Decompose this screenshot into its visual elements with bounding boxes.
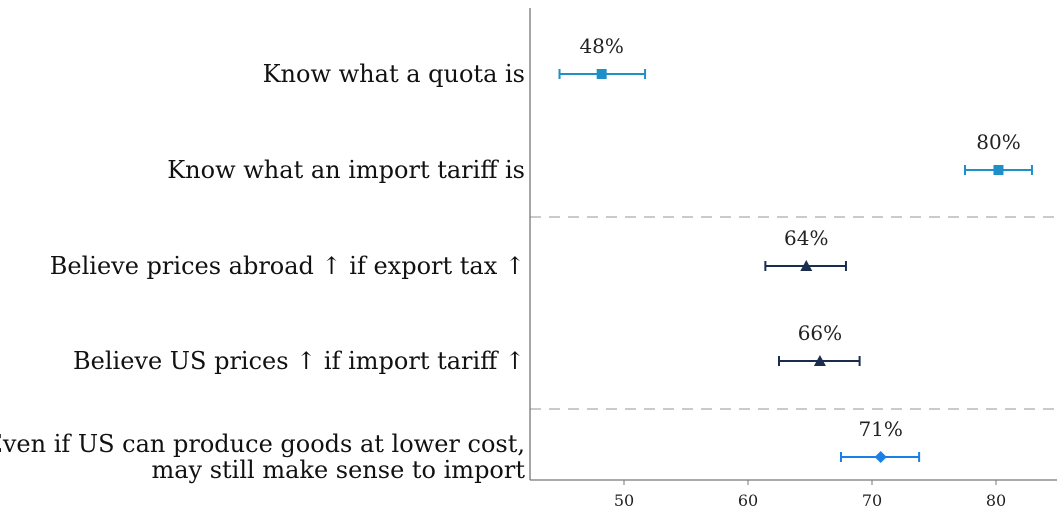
x-tick-label: 80 [986,491,1006,510]
category-label: Believe US prices ↑ if import tariff ↑ [73,347,525,375]
point-marker-square [993,165,1004,175]
group-separators [530,216,1057,410]
data-label: 64% [784,226,828,250]
data-marks: 48% 80% 64% 66% 71% [558,34,1033,463]
data-label: 80% [976,130,1020,154]
point-marker-diamond [874,451,887,463]
x-tick-label: 60 [738,491,758,510]
axes [529,8,1057,481]
point-marker-triangle [800,260,813,271]
point-marker-square [596,69,607,79]
data-label: 48% [579,34,623,58]
data-label: 66% [798,321,842,345]
category-label: may still make sense to import [151,456,525,484]
data-label: 71% [858,417,902,441]
x-axis-ticks: 50 60 70 80 [614,480,1006,510]
category-label: Know what an import tariff is [167,156,525,184]
x-tick-label: 50 [614,491,634,510]
point-marker-triangle [813,355,826,366]
category-label: Even if US can produce goods at lower co… [0,430,525,458]
category-label: Know what a quota is [263,60,525,88]
category-labels: Know what a quota is Know what an import … [0,60,525,484]
category-label: Believe prices abroad ↑ if export tax ↑ [50,252,525,280]
x-tick-label: 70 [862,491,882,510]
